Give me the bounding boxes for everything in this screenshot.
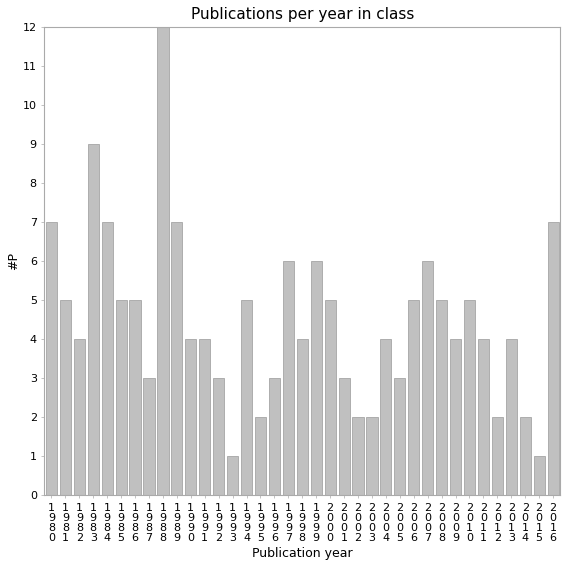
Bar <box>171 222 183 495</box>
Bar <box>450 339 461 495</box>
Bar <box>436 301 447 495</box>
Bar <box>60 301 71 495</box>
Bar <box>213 378 224 495</box>
Bar <box>366 417 378 495</box>
Bar <box>297 339 308 495</box>
Bar <box>408 301 420 495</box>
Bar <box>506 339 517 495</box>
Bar <box>199 339 210 495</box>
Bar <box>158 27 168 495</box>
Bar <box>185 339 196 495</box>
Bar <box>422 261 433 495</box>
Bar <box>129 301 141 495</box>
Bar <box>227 456 238 495</box>
Bar <box>269 378 280 495</box>
X-axis label: Publication year: Publication year <box>252 547 353 560</box>
Bar <box>394 378 405 495</box>
Bar <box>116 301 126 495</box>
Title: Publications per year in class: Publications per year in class <box>191 7 414 22</box>
Bar <box>492 417 503 495</box>
Bar <box>534 456 545 495</box>
Bar <box>283 261 294 495</box>
Bar <box>101 222 113 495</box>
Bar <box>324 301 336 495</box>
Bar <box>380 339 391 495</box>
Bar <box>478 339 489 495</box>
Bar <box>74 339 85 495</box>
Bar <box>464 301 475 495</box>
Bar <box>353 417 363 495</box>
Bar <box>255 417 266 495</box>
Bar <box>46 222 57 495</box>
Bar <box>311 261 322 495</box>
Bar <box>88 144 99 495</box>
Bar <box>338 378 350 495</box>
Bar <box>548 222 558 495</box>
Bar <box>241 301 252 495</box>
Y-axis label: #P: #P <box>7 252 20 270</box>
Bar <box>143 378 155 495</box>
Bar <box>519 417 531 495</box>
